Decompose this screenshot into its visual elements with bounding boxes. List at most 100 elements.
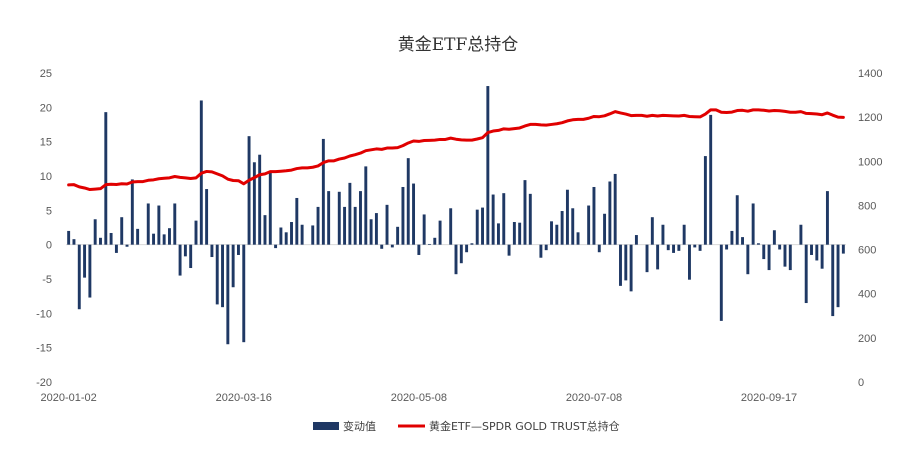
bar xyxy=(231,244,235,288)
bar xyxy=(756,243,760,245)
bar xyxy=(725,244,729,250)
bar xyxy=(242,244,246,343)
bar xyxy=(274,244,278,249)
bar xyxy=(481,207,484,245)
bar xyxy=(353,206,357,245)
y-right-tick-label: 200 xyxy=(858,333,876,345)
bar xyxy=(125,244,129,247)
legend: 变动值 黄金ETF—SPDR GOLD TRUST总持仓 xyxy=(313,419,620,433)
bar xyxy=(406,158,410,245)
bar xyxy=(603,213,607,245)
bar xyxy=(364,166,368,245)
bar xyxy=(512,222,516,245)
bar xyxy=(778,244,782,250)
bar xyxy=(311,225,315,245)
bar xyxy=(162,234,166,245)
bar xyxy=(226,244,230,345)
bar xyxy=(380,244,384,249)
y-left-tick-label: -20 xyxy=(36,377,52,389)
bar xyxy=(390,244,394,248)
bar xyxy=(67,230,71,245)
bar xyxy=(539,244,543,258)
bar xyxy=(189,244,193,269)
bar xyxy=(173,203,177,245)
bar xyxy=(114,244,118,253)
y-left-tick-label: 15 xyxy=(40,137,52,149)
bar xyxy=(698,244,702,251)
bar xyxy=(624,244,628,281)
bar xyxy=(369,219,373,245)
bar xyxy=(236,244,240,255)
bar xyxy=(152,233,156,245)
bar xyxy=(385,204,389,245)
bar xyxy=(634,235,638,245)
bar xyxy=(88,244,92,298)
y-right-tick-label: 600 xyxy=(858,245,876,257)
bar xyxy=(120,217,124,245)
bar xyxy=(72,239,76,245)
bar xyxy=(703,156,707,245)
bar xyxy=(412,183,416,245)
bar xyxy=(772,230,776,245)
bar xyxy=(571,208,575,245)
bar xyxy=(719,244,723,321)
bar xyxy=(327,191,331,245)
bar xyxy=(104,112,108,245)
legend-label-holdings: 黄金ETF—SPDR GOLD TRUST总持仓 xyxy=(429,419,620,433)
bar xyxy=(374,213,378,245)
bar xyxy=(194,220,198,245)
bar xyxy=(337,191,341,245)
bar xyxy=(645,244,649,273)
bar xyxy=(300,224,304,245)
bar xyxy=(486,86,490,245)
y-left-tick-label: 5 xyxy=(46,205,52,217)
bar xyxy=(799,224,803,245)
bar xyxy=(767,244,771,271)
y-left-tick-label: -10 xyxy=(36,308,52,320)
bar xyxy=(592,186,596,245)
bar xyxy=(810,244,813,255)
bar xyxy=(544,244,548,251)
bar xyxy=(401,186,405,245)
bar xyxy=(205,189,209,245)
bar xyxy=(417,244,421,255)
bar xyxy=(762,244,766,260)
bar xyxy=(507,244,511,256)
chart-title: 黄金ETF总持仓 xyxy=(398,35,519,55)
bar xyxy=(629,244,633,292)
bar xyxy=(587,205,591,245)
bar xyxy=(422,214,426,245)
bar xyxy=(496,223,500,245)
y-axis-left: -20 -15 -10 -5 0 5 10 15 20 25 xyxy=(36,68,52,389)
bar xyxy=(502,193,506,245)
bar xyxy=(746,244,750,275)
y-left-tick-label: 0 xyxy=(46,240,52,252)
bar xyxy=(491,194,495,245)
bar xyxy=(751,203,755,245)
bar xyxy=(619,244,622,286)
bar xyxy=(788,244,792,271)
bar xyxy=(183,244,187,257)
bar xyxy=(672,244,676,253)
bar xyxy=(396,226,400,245)
bar xyxy=(136,228,140,245)
x-tick-label: 2020-05-08 xyxy=(391,392,447,404)
bar xyxy=(168,228,171,245)
bar xyxy=(560,211,564,245)
bar xyxy=(730,230,734,245)
bar xyxy=(470,243,474,245)
bar xyxy=(836,244,840,308)
bar xyxy=(178,244,182,276)
bar xyxy=(831,244,835,317)
bar xyxy=(290,222,293,245)
y-left-tick-label: 10 xyxy=(40,171,52,183)
bar xyxy=(348,182,352,245)
bar xyxy=(99,237,102,245)
bar xyxy=(825,191,829,245)
bar xyxy=(433,237,437,245)
bar xyxy=(597,244,601,253)
bar xyxy=(454,244,458,275)
bar xyxy=(146,203,150,245)
bar xyxy=(841,244,845,254)
y-left-tick-label: -15 xyxy=(36,343,52,355)
